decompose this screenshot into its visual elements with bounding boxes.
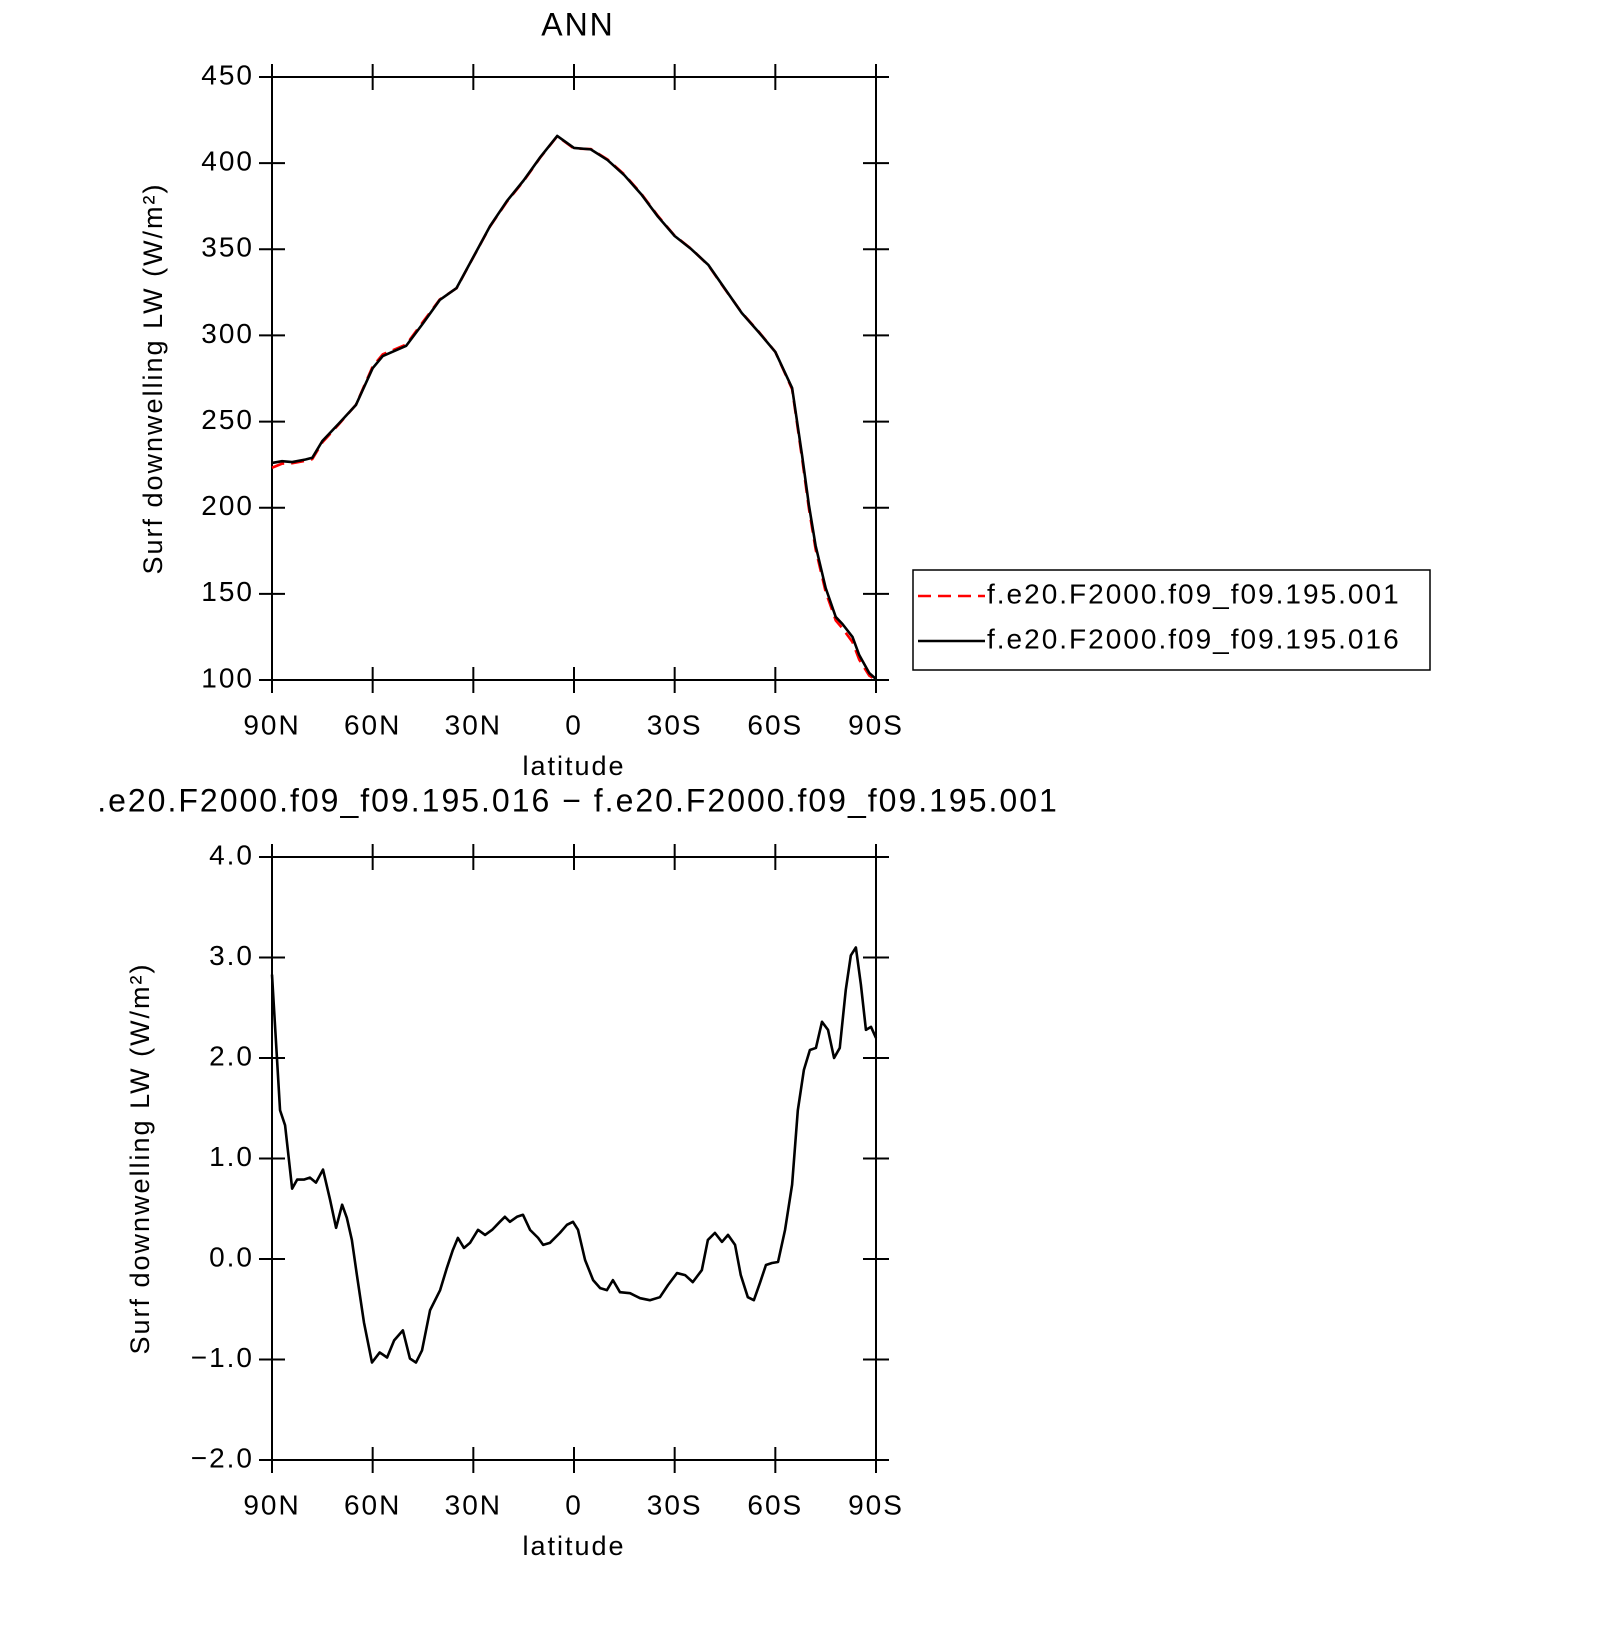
y-axis-label: Surf downwelling LW (W/m²) [125, 962, 155, 1354]
y-tick-label: 200 [201, 490, 254, 521]
chart-title: .e20.F2000.f09_f09.195.016 − f.e20.F2000… [97, 782, 1059, 818]
y-tick-label: 350 [201, 232, 254, 263]
y-tick-label: 400 [201, 146, 254, 177]
x-tick-label: 90N [243, 709, 300, 740]
y-axis-label: Surf downwelling LW (W/m²) [138, 182, 168, 574]
x-tick-label: 60S [747, 709, 803, 740]
legend-box [912, 569, 1431, 671]
x-tick-label: 60N [344, 1489, 401, 1520]
y-tick-label: 450 [201, 59, 254, 90]
x-axis-label: latitude [522, 751, 625, 781]
y-tick-label: 3.0 [209, 940, 254, 971]
y-tick-label: 1.0 [209, 1141, 254, 1172]
legend-label: f.e20.F2000.f09_f09.195.001 [987, 578, 1401, 609]
x-tick-label: 30S [647, 709, 703, 740]
x-tick-label: 30N [445, 1489, 502, 1520]
plot-frame [271, 76, 877, 681]
data-line [271, 134, 877, 680]
x-tick-label: 90S [848, 1489, 904, 1520]
legend-label: f.e20.F2000.f09_f09.195.016 [987, 623, 1401, 654]
data-line [271, 134, 877, 681]
x-tick-label: 60S [747, 1489, 803, 1520]
y-tick-label: −1.0 [191, 1342, 254, 1373]
panel: ANN 100 150 200 250 300 350 400 450 90N 60N 30N 0 30S… [138, 6, 1431, 781]
panel: .e20.F2000.f09_f09.195.016 − f.e20.F2000… [97, 782, 1059, 1561]
x-tick-label: 90N [243, 1489, 300, 1520]
y-tick-label: 4.0 [209, 839, 254, 870]
y-tick-label: −2.0 [191, 1442, 254, 1473]
y-tick-label: 250 [201, 404, 254, 435]
chart-title: ANN [541, 6, 615, 42]
data-line [270, 946, 878, 1364]
x-tick-label: 90S [848, 709, 904, 740]
plot-frame [271, 856, 877, 1461]
x-tick-label: 30S [647, 1489, 703, 1520]
x-tick-label: 0 [565, 1489, 583, 1520]
x-tick-label: 60N [344, 709, 401, 740]
y-tick-label: 150 [201, 576, 254, 607]
y-tick-label: 100 [201, 662, 254, 693]
x-tick-label: 30N [445, 709, 502, 740]
x-tick-label: 0 [565, 709, 583, 740]
x-axis-label: latitude [522, 1531, 625, 1561]
y-tick-label: 2.0 [209, 1040, 254, 1071]
y-tick-label: 0.0 [209, 1241, 254, 1272]
y-tick-label: 300 [201, 318, 254, 349]
